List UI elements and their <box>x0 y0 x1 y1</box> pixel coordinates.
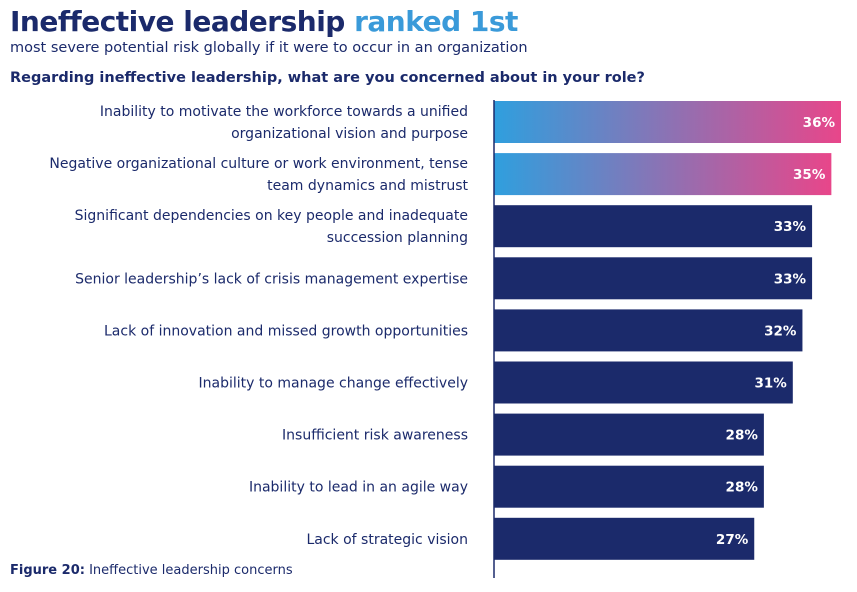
bar-5 <box>494 309 803 352</box>
category-label-1-line-1: Inability to motivate the workforce towa… <box>100 104 468 120</box>
title-main: Ineffective leadership <box>10 5 345 38</box>
category-label-4: Senior leadership’s lack of crisis manag… <box>75 271 468 287</box>
title-accent: ranked 1st <box>354 5 518 38</box>
bar-8 <box>494 465 764 508</box>
value-label-6: 31% <box>754 376 787 392</box>
chart-question: Regarding ineffective leadership, what a… <box>10 70 645 86</box>
value-label-9: 27% <box>716 532 749 548</box>
category-label-7: Insufficient risk awareness <box>282 428 468 444</box>
category-label-6: Inability to manage change effectively <box>199 376 468 392</box>
value-label-3: 33% <box>774 219 807 235</box>
bar-3 <box>494 205 813 248</box>
value-label-1: 36% <box>803 115 836 131</box>
bar-9 <box>494 517 755 560</box>
category-label-9: Lack of strategic vision <box>306 532 468 548</box>
bar-6 <box>494 361 793 404</box>
value-label-5: 32% <box>764 323 797 339</box>
caption-label: Figure 20: <box>10 563 85 578</box>
category-label-1-line-2: organizational vision and purpose <box>231 126 468 142</box>
category-label-3-line-2: succession planning <box>327 230 468 246</box>
bar-2 <box>494 153 832 196</box>
chart-title: Ineffective leadership ranked 1st <box>10 4 518 40</box>
figure-caption: Figure 20: Ineffective leadership concer… <box>10 562 293 580</box>
bar-group: 36% Inability to motivate the workforce t… <box>49 101 841 560</box>
category-label-2-line-1: Negative organizational culture or work … <box>49 156 468 172</box>
category-label-5: Lack of innovation and missed growth opp… <box>104 323 468 339</box>
category-label-2-line-2: team dynamics and mistrust <box>267 178 468 194</box>
chart-subtitle: most severe potential risk globally if i… <box>10 40 528 56</box>
bar-4 <box>494 257 813 300</box>
value-label-4: 33% <box>774 271 807 287</box>
value-label-7: 28% <box>726 428 759 444</box>
value-label-2: 35% <box>793 167 826 183</box>
category-label-8: Inability to lead in an agile way <box>249 480 468 496</box>
bar-1 <box>494 101 841 143</box>
bar-7 <box>494 413 764 456</box>
caption-text: Ineffective leadership concerns <box>89 563 293 578</box>
category-label-3-line-1: Significant dependencies on key people a… <box>75 208 468 224</box>
value-label-8: 28% <box>726 480 759 496</box>
